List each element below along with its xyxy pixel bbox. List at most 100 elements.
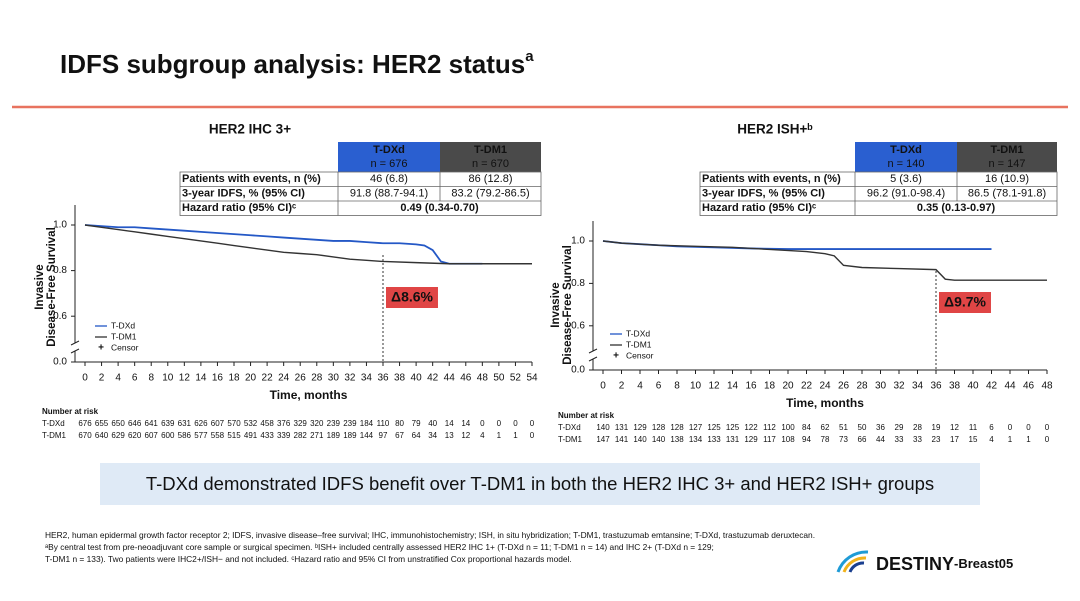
table-header-n: n = 676 xyxy=(370,158,407,170)
table-header-n: n = 140 xyxy=(887,158,924,170)
risk-value: 620 xyxy=(128,431,142,440)
x-tick-label: 36 xyxy=(377,373,389,384)
risk-value: 491 xyxy=(244,431,258,440)
risk-value: 128 xyxy=(652,423,666,432)
x-tick-label: 54 xyxy=(526,373,538,384)
y-tick-label: 0.6 xyxy=(571,320,585,331)
risk-value: 66 xyxy=(858,435,867,444)
risk-value: 515 xyxy=(227,431,241,440)
table-cell: 96.2 (91.0-98.4) xyxy=(867,188,945,200)
risk-value: 134 xyxy=(689,435,703,444)
x-tick-label: 46 xyxy=(1023,381,1035,392)
risk-value: 4 xyxy=(480,431,485,440)
table-row-label: Hazard ratio (95% CI)ᶜ xyxy=(182,202,296,214)
banner-text: T-DXd demonstrated IDFS benefit over T-D… xyxy=(146,473,934,494)
risk-value: 33 xyxy=(913,435,922,444)
table-cell: 5 (3.6) xyxy=(890,173,922,185)
x-tick-label: 20 xyxy=(245,373,257,384)
risk-value: 11 xyxy=(969,423,978,432)
banner-box xyxy=(100,463,980,505)
risk-value: 184 xyxy=(360,419,374,428)
logo-brand: DESTINY xyxy=(876,554,954,574)
risk-value: 131 xyxy=(615,423,629,432)
risk-value: 19 xyxy=(932,423,941,432)
risk-value: 51 xyxy=(839,423,848,432)
risk-value: 133 xyxy=(707,435,721,444)
risk-label: T-DM1 xyxy=(558,435,583,444)
risk-value: 12 xyxy=(950,423,959,432)
risk-value: 44 xyxy=(876,435,885,444)
risk-value: 14 xyxy=(461,419,470,428)
table-header-n: n = 147 xyxy=(988,158,1025,170)
title-sup: a xyxy=(525,48,534,65)
risk-value: 577 xyxy=(194,431,208,440)
table-header-n: n = 670 xyxy=(472,158,509,170)
x-tick-label: 28 xyxy=(311,373,323,384)
x-tick-label: 46 xyxy=(460,373,472,384)
risk-value: 64 xyxy=(412,431,421,440)
x-tick-label: 2 xyxy=(619,381,625,392)
x-tick-label: 16 xyxy=(212,373,224,384)
y-tick-label: 0.0 xyxy=(53,357,67,368)
legend-label: T-DXd xyxy=(626,328,650,338)
risk-value: 670 xyxy=(78,431,92,440)
risk-value: 4 xyxy=(989,435,994,444)
table-header-cell xyxy=(855,142,957,172)
x-tick-label: 26 xyxy=(295,373,307,384)
x-tick-label: 16 xyxy=(745,381,757,392)
x-tick-label: 34 xyxy=(361,373,373,384)
legend-label: T-DM1 xyxy=(111,331,137,341)
risk-value: 125 xyxy=(726,423,740,432)
risk-value: 676 xyxy=(78,419,92,428)
risk-value: 1 xyxy=(513,431,518,440)
x-tick-label: 36 xyxy=(930,381,942,392)
x-tick-label: 44 xyxy=(444,373,456,384)
table-cell: 86.5 (78.1-91.8) xyxy=(968,188,1046,200)
x-tick-label: 30 xyxy=(328,373,340,384)
annotation-text: Δ8.6% xyxy=(391,289,434,305)
risk-value: 40 xyxy=(428,419,437,428)
risk-value: 0 xyxy=(530,419,535,428)
x-tick-label: 42 xyxy=(427,373,439,384)
x-tick-label: 4 xyxy=(115,373,121,384)
risk-value: 641 xyxy=(145,419,159,428)
axis-break xyxy=(588,348,598,354)
risk-value: 73 xyxy=(839,435,848,444)
risk-value: 94 xyxy=(802,435,811,444)
risk-value: 125 xyxy=(707,423,721,432)
risk-value: 140 xyxy=(633,435,647,444)
table-cell: 16 (10.9) xyxy=(985,173,1029,185)
risk-value: 639 xyxy=(161,419,175,428)
x-tick-label: 12 xyxy=(708,381,720,392)
x-tick-label: 38 xyxy=(949,381,961,392)
x-tick-label: 40 xyxy=(411,373,423,384)
slide-title: IDFS subgroup analysis: HER2 statusa xyxy=(60,48,534,79)
risk-value: 128 xyxy=(670,423,684,432)
risk-value: 122 xyxy=(744,423,758,432)
risk-value: 0 xyxy=(1008,423,1013,432)
risk-value: 626 xyxy=(194,419,208,428)
x-tick-label: 6 xyxy=(132,373,138,384)
table-header-cell xyxy=(440,142,541,172)
axis-break xyxy=(70,340,80,346)
x-tick-label: 18 xyxy=(228,373,240,384)
risk-value: 15 xyxy=(969,435,978,444)
y-axis-label: Invasive xyxy=(550,282,562,327)
risk-value: 646 xyxy=(128,419,142,428)
title-text: IDFS subgroup analysis: HER2 status xyxy=(60,49,525,79)
footnote: ᵃBy central test from pre-neoadjuvant co… xyxy=(45,542,714,552)
x-tick-label: 10 xyxy=(162,373,174,384)
risk-value: 140 xyxy=(652,435,666,444)
risk-value: 112 xyxy=(763,423,776,432)
legend-label: Censor xyxy=(111,342,139,352)
x-tick-label: 0 xyxy=(600,381,606,392)
risk-value: 13 xyxy=(445,431,454,440)
x-tick-label: 44 xyxy=(1004,381,1016,392)
table-frame xyxy=(699,171,1058,216)
risk-value: 1 xyxy=(1026,435,1031,444)
x-tick-label: 38 xyxy=(394,373,406,384)
footnote: HER2, human epidermal growth factor rece… xyxy=(45,530,815,540)
annotation-box xyxy=(386,287,438,308)
y-tick-label: 0.0 xyxy=(571,365,585,376)
risk-value: 1 xyxy=(1008,435,1013,444)
